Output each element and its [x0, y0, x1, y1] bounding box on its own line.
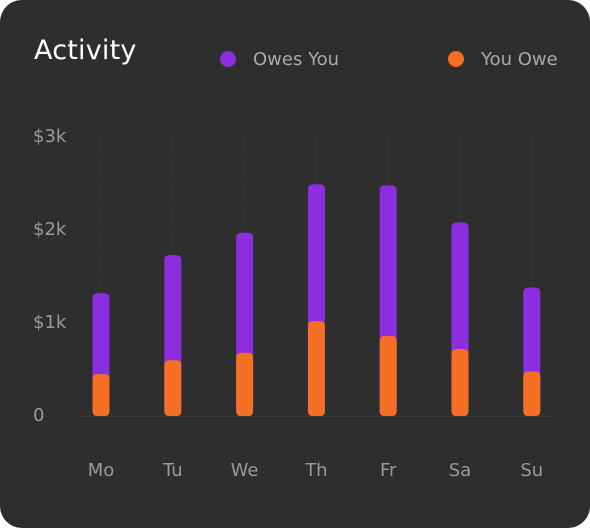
bar-you-owe-sa — [451, 349, 469, 416]
bar-you-owe-tu — [164, 360, 182, 416]
x-tick-label-tu: Tu — [162, 460, 183, 481]
legend-you-owe: You Owe — [448, 47, 558, 71]
bar-you-owe-su — [523, 371, 541, 416]
y-tick-label-2000: $2k — [33, 219, 67, 240]
x-tick-label-fr: Fr — [380, 460, 397, 481]
bar-you-owe-th — [307, 321, 325, 416]
bar-you-owe-mo — [92, 374, 110, 416]
legend-you-owe-dot — [448, 51, 464, 67]
x-tick-label-we: We — [231, 460, 259, 481]
bar-you-owe-we — [236, 352, 254, 416]
y-tick-label-1000: $1k — [33, 312, 67, 333]
legend-owes-you-label: Owes You — [253, 48, 340, 70]
x-tick-label-sa: Sa — [449, 460, 471, 481]
legend-you-owe-label: You Owe — [481, 48, 558, 70]
x-tick-label-su: Su — [520, 460, 543, 481]
y-tick-label-0: 0 — [33, 405, 44, 426]
legend-owes-you: Owes You — [220, 47, 339, 71]
y-tick-label-3000: $3k — [33, 126, 67, 147]
chart-title: Activity — [34, 35, 137, 66]
legend-owes-you-dot — [220, 51, 236, 67]
x-tick-label-mo: Mo — [88, 460, 115, 481]
bar-you-owe-fr — [379, 336, 397, 416]
x-tick-label-th: Th — [304, 460, 327, 481]
